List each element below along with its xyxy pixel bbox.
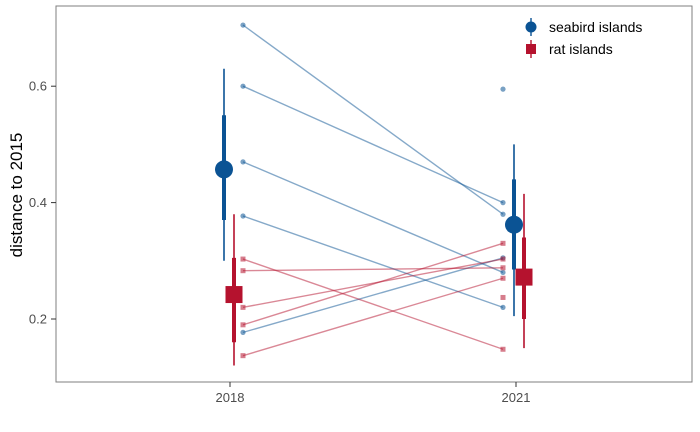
x-tick-label: 2021 xyxy=(502,390,531,405)
data-point xyxy=(500,200,506,206)
pair-line xyxy=(242,215,504,309)
pair-line xyxy=(242,258,504,309)
data-point xyxy=(240,83,246,89)
pair-lines xyxy=(242,24,504,357)
data-point xyxy=(500,275,506,281)
legend-key-marker xyxy=(525,21,537,33)
data-point xyxy=(500,256,506,262)
mean-marker xyxy=(225,286,243,304)
data-point xyxy=(240,268,246,274)
pair-line xyxy=(242,267,504,272)
pair-line xyxy=(242,257,504,334)
data-point xyxy=(240,22,246,28)
data-point xyxy=(240,213,246,219)
data-point xyxy=(500,304,506,310)
legend-key-marker xyxy=(526,44,536,54)
data-point xyxy=(240,329,246,335)
data-point xyxy=(500,240,506,246)
mean-marker xyxy=(505,215,523,234)
pair-line xyxy=(242,277,504,357)
y-tick-label: 0.6 xyxy=(29,79,47,94)
x-tick-label: 2018 xyxy=(216,390,245,405)
plot-panel xyxy=(55,5,693,383)
data-point xyxy=(500,265,506,271)
data-point xyxy=(500,346,506,352)
data-point xyxy=(240,353,246,359)
data-point xyxy=(500,86,506,92)
data-point xyxy=(240,256,246,262)
pair-line xyxy=(242,258,504,350)
data-point xyxy=(240,304,246,310)
pair-line xyxy=(242,161,504,274)
data-point xyxy=(500,211,506,217)
data-point xyxy=(240,159,246,165)
data-points xyxy=(240,22,506,359)
pair-line xyxy=(242,242,504,326)
y-axis-title: distance to 2015 xyxy=(7,133,26,258)
mean-marker xyxy=(515,268,533,286)
data-point xyxy=(500,269,506,276)
y-tick-label: 0.4 xyxy=(29,195,47,210)
legend: seabird islands rat islands xyxy=(525,18,642,58)
summary-markers xyxy=(215,68,533,366)
data-point xyxy=(500,294,506,300)
legend-label: seabird islands xyxy=(549,19,642,35)
data-point xyxy=(240,322,246,328)
axis-ticks: 0.2 0.4 0.6 2018 2021 xyxy=(29,79,531,405)
legend-label: rat islands xyxy=(549,41,613,57)
y-tick-label: 0.2 xyxy=(29,312,47,327)
pair-line xyxy=(242,85,504,204)
mean-marker xyxy=(215,160,233,179)
